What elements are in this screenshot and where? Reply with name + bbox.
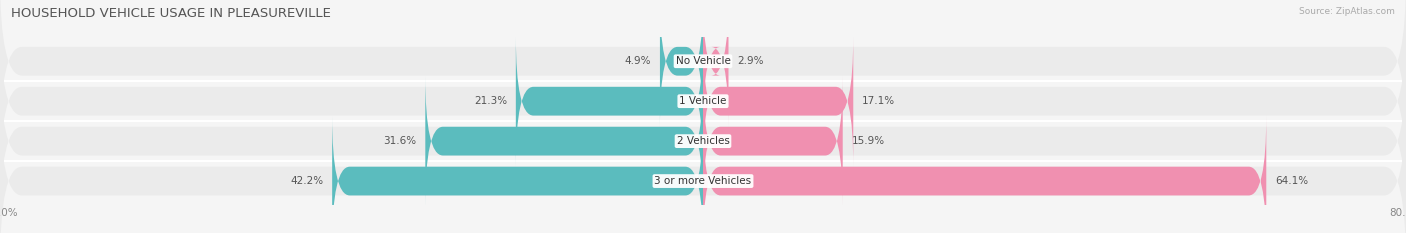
Text: No Vehicle: No Vehicle <box>675 56 731 66</box>
FancyBboxPatch shape <box>516 36 703 167</box>
FancyBboxPatch shape <box>0 96 1406 233</box>
Text: 1 Vehicle: 1 Vehicle <box>679 96 727 106</box>
Text: 2.9%: 2.9% <box>737 56 763 66</box>
Text: 15.9%: 15.9% <box>852 136 884 146</box>
Text: 17.1%: 17.1% <box>862 96 896 106</box>
FancyBboxPatch shape <box>0 0 1406 147</box>
Text: 3 or more Vehicles: 3 or more Vehicles <box>654 176 752 186</box>
FancyBboxPatch shape <box>703 116 1267 233</box>
Text: 31.6%: 31.6% <box>384 136 416 146</box>
Text: Source: ZipAtlas.com: Source: ZipAtlas.com <box>1299 7 1395 16</box>
Text: 64.1%: 64.1% <box>1275 176 1308 186</box>
FancyBboxPatch shape <box>332 116 703 233</box>
FancyBboxPatch shape <box>703 76 842 207</box>
FancyBboxPatch shape <box>0 16 1406 187</box>
Text: 4.9%: 4.9% <box>624 56 651 66</box>
Text: 21.3%: 21.3% <box>474 96 508 106</box>
Text: 2 Vehicles: 2 Vehicles <box>676 136 730 146</box>
Text: 42.2%: 42.2% <box>290 176 323 186</box>
FancyBboxPatch shape <box>703 36 853 167</box>
Text: HOUSEHOLD VEHICLE USAGE IN PLEASUREVILLE: HOUSEHOLD VEHICLE USAGE IN PLEASUREVILLE <box>11 7 332 20</box>
FancyBboxPatch shape <box>0 56 1406 227</box>
FancyBboxPatch shape <box>425 76 703 207</box>
FancyBboxPatch shape <box>703 0 728 127</box>
FancyBboxPatch shape <box>659 0 703 127</box>
